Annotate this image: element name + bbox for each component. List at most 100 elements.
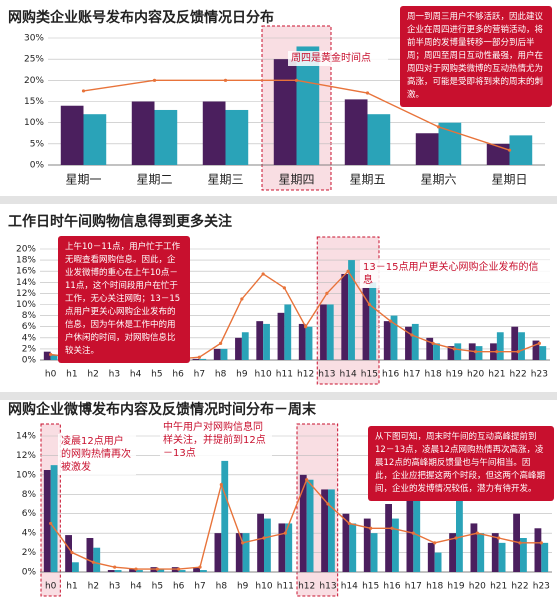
line-point xyxy=(436,125,441,129)
x-tick-label: 星期五 xyxy=(349,173,385,187)
line-point xyxy=(365,91,370,95)
bar xyxy=(433,343,440,360)
y-tick-label: 6% xyxy=(22,509,37,519)
x-tick-label: 星期四 xyxy=(278,173,314,187)
line-point xyxy=(304,325,308,329)
bar xyxy=(225,109,249,165)
bar xyxy=(511,326,519,360)
line-point xyxy=(410,333,414,337)
bar xyxy=(434,552,442,572)
bar xyxy=(157,569,165,572)
bar xyxy=(406,494,414,572)
x-tick-label: h14 xyxy=(341,582,358,592)
x-tick-label: h15 xyxy=(362,582,379,592)
y-tick-label: 20% xyxy=(16,245,36,255)
bar xyxy=(154,109,178,165)
line-point xyxy=(294,78,299,82)
x-tick-label: h17 xyxy=(405,582,422,592)
bar xyxy=(532,340,540,360)
bar xyxy=(50,354,58,360)
x-tick-label: h16 xyxy=(382,370,399,380)
bar xyxy=(390,315,398,360)
line-point xyxy=(240,297,244,301)
bar xyxy=(235,533,243,572)
y-tick-label: 0% xyxy=(22,356,37,366)
bar xyxy=(411,323,419,360)
bar xyxy=(369,282,377,360)
annotation: 周一到周三用户不够活跃，因此建议企业在周四进行更多的营销活动，将前半周的发博量转… xyxy=(400,6,552,107)
bar xyxy=(392,518,399,572)
x-tick-label: h3 xyxy=(109,370,120,380)
x-tick-label: h0 xyxy=(45,370,57,380)
x-tick-label: 星期三 xyxy=(207,173,243,187)
y-tick-label: 8% xyxy=(22,311,37,321)
x-tick-label: h1 xyxy=(66,582,77,592)
bar xyxy=(263,323,270,360)
y-tick-label: 4% xyxy=(22,529,37,539)
y-tick-label: 14% xyxy=(16,432,36,442)
line-series xyxy=(50,478,542,570)
x-tick-label: h11 xyxy=(276,370,293,380)
line-point xyxy=(518,541,522,545)
bar xyxy=(277,312,285,360)
bar xyxy=(539,346,547,360)
line-point xyxy=(433,541,437,545)
bar xyxy=(513,513,520,572)
bar xyxy=(362,287,370,360)
bar xyxy=(341,273,349,360)
x-tick-label: h19 xyxy=(447,582,464,592)
bar xyxy=(65,535,72,572)
bar xyxy=(200,570,207,572)
line-point xyxy=(325,291,329,295)
bar xyxy=(178,570,186,572)
bar xyxy=(193,567,200,572)
line-point xyxy=(223,78,228,82)
bar xyxy=(83,114,107,165)
line-point xyxy=(474,350,478,354)
line-point xyxy=(326,502,330,506)
bar xyxy=(299,474,307,572)
x-tick-label: h11 xyxy=(277,582,294,592)
x-tick-label: h18 xyxy=(426,582,443,592)
line-point xyxy=(454,536,458,540)
x-tick-label: h21 xyxy=(488,370,505,380)
bar xyxy=(60,105,84,165)
x-tick-label: h13 xyxy=(319,582,336,592)
bar xyxy=(221,460,229,572)
bar xyxy=(296,46,320,165)
y-tick-label: 0% xyxy=(22,568,37,578)
line-point xyxy=(49,352,53,357)
bar xyxy=(43,351,51,360)
chart-title: 网购类企业账号发布内容及反馈情况日分布 xyxy=(8,9,274,26)
x-tick-label: h20 xyxy=(469,582,486,592)
line-point xyxy=(152,78,157,82)
bar xyxy=(43,470,51,572)
x-tick-label: h22 xyxy=(511,582,528,592)
x-tick-label: h12 xyxy=(297,370,314,380)
y-tick-label: 5% xyxy=(30,139,45,149)
line-point xyxy=(219,341,223,345)
x-tick-label: h4 xyxy=(130,370,142,380)
line-point xyxy=(539,541,543,545)
line-point xyxy=(367,302,371,307)
line-point xyxy=(497,536,501,540)
bar xyxy=(220,348,228,360)
y-tick-label: 10% xyxy=(24,118,44,128)
y-tick-label: 10% xyxy=(16,300,36,310)
line-point xyxy=(390,526,394,530)
line-point xyxy=(134,567,138,571)
y-tick-label: 14% xyxy=(16,278,36,288)
bar xyxy=(498,542,506,572)
bar xyxy=(385,504,392,572)
line-point xyxy=(537,341,541,345)
bar xyxy=(306,479,314,572)
bar xyxy=(285,523,293,572)
bar xyxy=(509,135,533,165)
line-point xyxy=(282,286,286,290)
x-tick-label: h5 xyxy=(152,582,163,592)
line-point xyxy=(177,567,181,571)
bar xyxy=(415,133,439,165)
x-tick-label: h6 xyxy=(173,582,185,592)
y-tick-label: 8% xyxy=(22,490,37,500)
line-point xyxy=(495,350,499,354)
